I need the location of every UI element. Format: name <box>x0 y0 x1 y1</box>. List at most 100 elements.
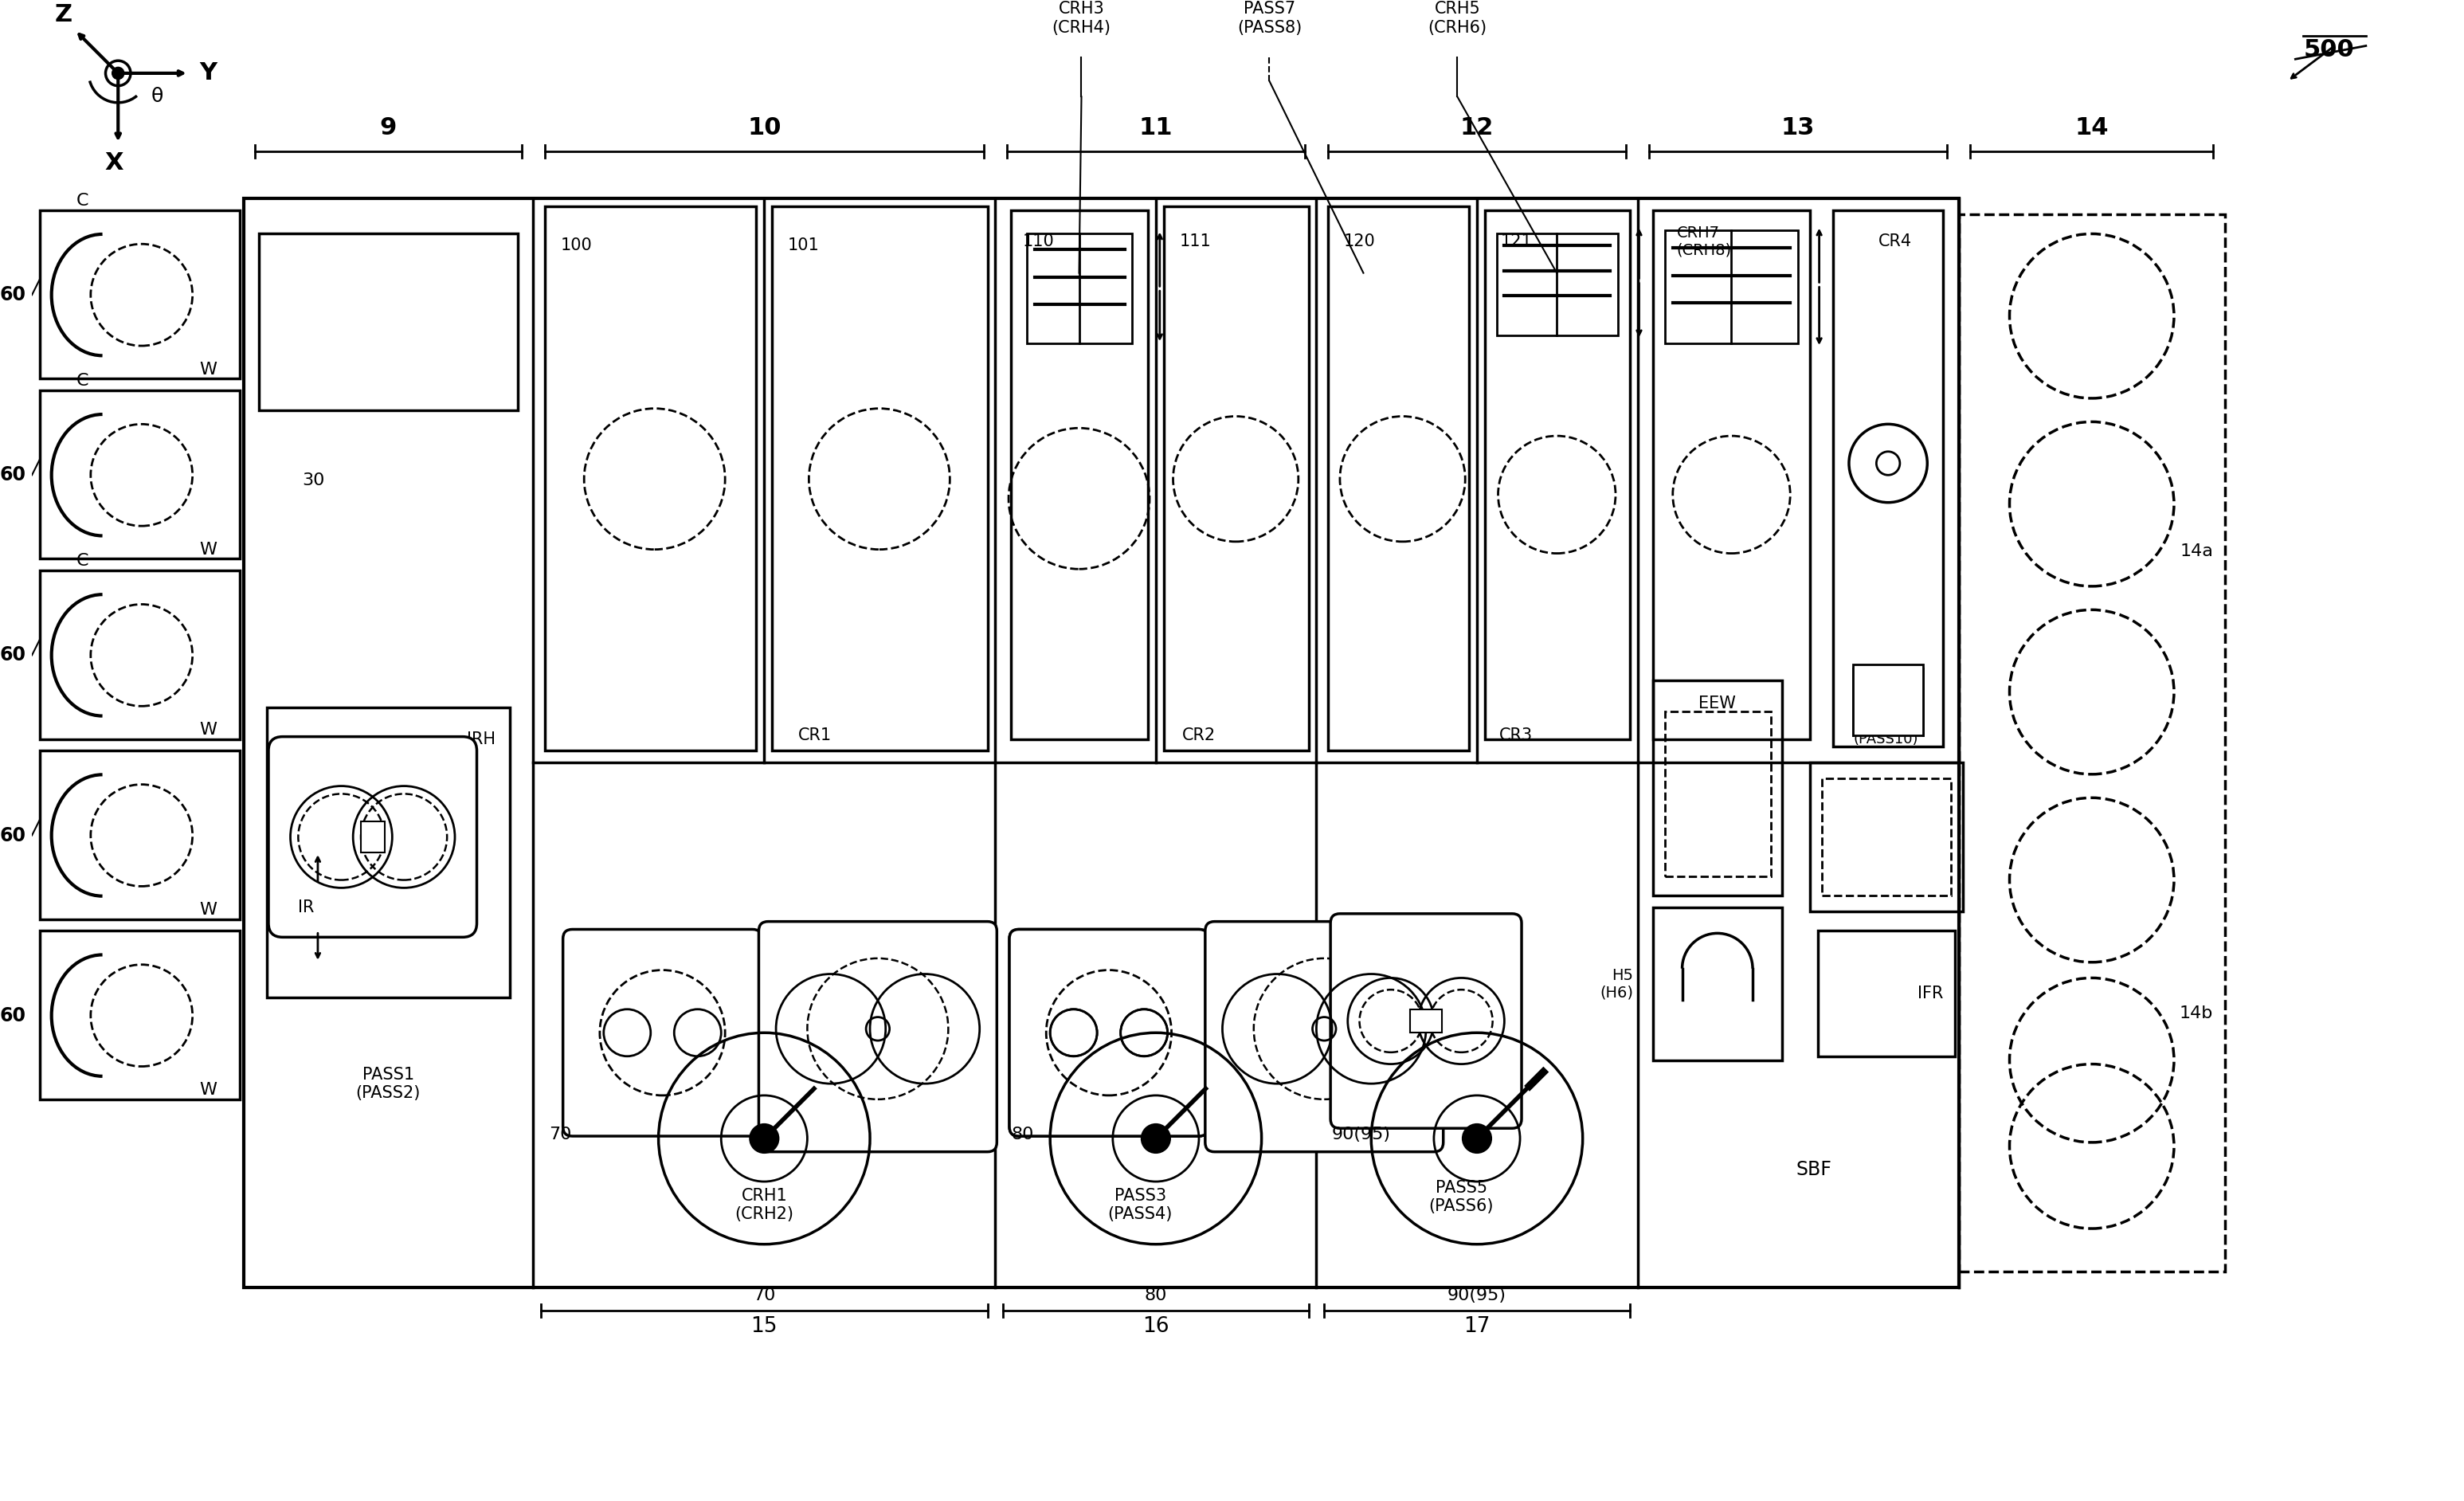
Text: 110: 110 <box>1023 234 1055 249</box>
Text: 60: 60 <box>0 1006 25 1025</box>
Bar <box>39 931 239 1099</box>
Text: 500: 500 <box>2304 38 2353 62</box>
Bar <box>1486 210 1629 738</box>
Text: 80: 80 <box>1010 1127 1032 1142</box>
Text: 17: 17 <box>1464 1316 1491 1337</box>
Text: CRH7
(CRH8): CRH7 (CRH8) <box>1676 225 1732 258</box>
FancyBboxPatch shape <box>1205 922 1444 1151</box>
Text: CR1: CR1 <box>798 726 833 743</box>
Bar <box>545 207 756 750</box>
Bar <box>266 707 510 998</box>
FancyBboxPatch shape <box>1010 929 1207 1136</box>
FancyBboxPatch shape <box>562 929 761 1136</box>
Text: 11: 11 <box>1138 117 1173 140</box>
Bar <box>1163 207 1308 750</box>
Bar <box>1833 210 1944 747</box>
Text: 60: 60 <box>0 465 25 485</box>
Circle shape <box>113 68 123 78</box>
Bar <box>1496 234 1619 336</box>
Text: 70: 70 <box>549 1127 572 1142</box>
Bar <box>1027 234 1133 344</box>
Text: 60: 60 <box>0 285 25 305</box>
Text: 60: 60 <box>0 645 25 665</box>
Text: X: X <box>106 152 123 174</box>
Text: 30: 30 <box>303 473 325 488</box>
Bar <box>771 207 988 750</box>
Text: 15: 15 <box>752 1316 779 1337</box>
Text: CR2: CR2 <box>1183 726 1215 743</box>
Bar <box>39 210 239 378</box>
Text: PASS3
(PASS4): PASS3 (PASS4) <box>1109 1187 1173 1222</box>
Text: W: W <box>200 542 217 557</box>
Bar <box>1853 665 1924 735</box>
Text: IR: IR <box>298 899 315 916</box>
Circle shape <box>1464 1124 1491 1153</box>
Bar <box>1653 210 1809 738</box>
Text: W: W <box>200 362 217 377</box>
Bar <box>1653 908 1781 1060</box>
Text: θ: θ <box>150 87 163 107</box>
Text: 14a: 14a <box>2181 543 2213 558</box>
Text: EEW: EEW <box>1698 696 1737 711</box>
Text: 111: 111 <box>1180 234 1210 249</box>
Bar <box>1328 207 1469 750</box>
Text: 14: 14 <box>2075 117 2109 140</box>
Bar <box>1666 230 1799 344</box>
Bar <box>39 390 239 558</box>
Bar <box>1653 680 1781 896</box>
Bar <box>39 750 239 919</box>
Bar <box>1959 215 2225 1271</box>
Text: Z: Z <box>54 3 71 26</box>
Circle shape <box>749 1124 779 1153</box>
Text: 80: 80 <box>1146 1288 1168 1303</box>
Text: CR3: CR3 <box>1498 726 1533 743</box>
Text: 10: 10 <box>747 117 781 140</box>
Text: C: C <box>76 194 89 209</box>
Text: W: W <box>200 1082 217 1097</box>
Bar <box>1818 931 1954 1057</box>
Text: PASS7
(PASS8): PASS7 (PASS8) <box>1237 2 1301 36</box>
Bar <box>1666 711 1772 877</box>
Bar <box>1821 778 1951 896</box>
Text: 60: 60 <box>0 826 25 845</box>
Bar <box>360 821 384 853</box>
Text: C: C <box>76 374 89 389</box>
Bar <box>244 198 1959 1288</box>
Text: H5
(H6): H5 (H6) <box>1599 968 1634 1001</box>
Text: W: W <box>200 722 217 737</box>
Text: CR4: CR4 <box>1878 234 1912 249</box>
Text: 90(95): 90(95) <box>1446 1288 1506 1303</box>
Text: PASS5
(PASS6): PASS5 (PASS6) <box>1429 1180 1493 1214</box>
Text: 101: 101 <box>788 237 821 254</box>
FancyBboxPatch shape <box>1331 914 1523 1129</box>
Text: W: W <box>200 902 217 917</box>
Text: CRH1
(CRH2): CRH1 (CRH2) <box>734 1187 793 1222</box>
Bar <box>39 570 239 738</box>
FancyBboxPatch shape <box>1010 929 1207 1136</box>
Text: PASS9
(PASS10): PASS9 (PASS10) <box>1853 716 1919 746</box>
Text: 14b: 14b <box>2178 1006 2213 1021</box>
Text: 16: 16 <box>1143 1316 1170 1337</box>
Text: 13: 13 <box>1781 117 1816 140</box>
Text: 9: 9 <box>379 117 397 140</box>
Bar <box>259 234 517 410</box>
FancyBboxPatch shape <box>269 737 478 937</box>
Bar <box>1409 1009 1441 1033</box>
Text: 121: 121 <box>1501 234 1533 249</box>
Text: 90(95): 90(95) <box>1333 1127 1392 1142</box>
Text: 120: 120 <box>1343 234 1375 249</box>
Text: C: C <box>76 554 89 569</box>
Text: SBF: SBF <box>1796 1160 1831 1180</box>
Bar <box>1010 210 1148 738</box>
Text: 12: 12 <box>1461 117 1493 140</box>
Text: IRH: IRH <box>466 731 495 747</box>
Text: Y: Y <box>200 62 217 84</box>
Bar <box>1809 763 1961 911</box>
Text: CRH3
(CRH4): CRH3 (CRH4) <box>1052 2 1111 36</box>
FancyBboxPatch shape <box>759 922 998 1151</box>
Text: CRH5
(CRH6): CRH5 (CRH6) <box>1427 2 1486 36</box>
Circle shape <box>1141 1124 1170 1153</box>
Text: PASS1
(PASS2): PASS1 (PASS2) <box>355 1066 421 1100</box>
Text: 70: 70 <box>754 1288 776 1303</box>
Text: 100: 100 <box>562 237 591 254</box>
